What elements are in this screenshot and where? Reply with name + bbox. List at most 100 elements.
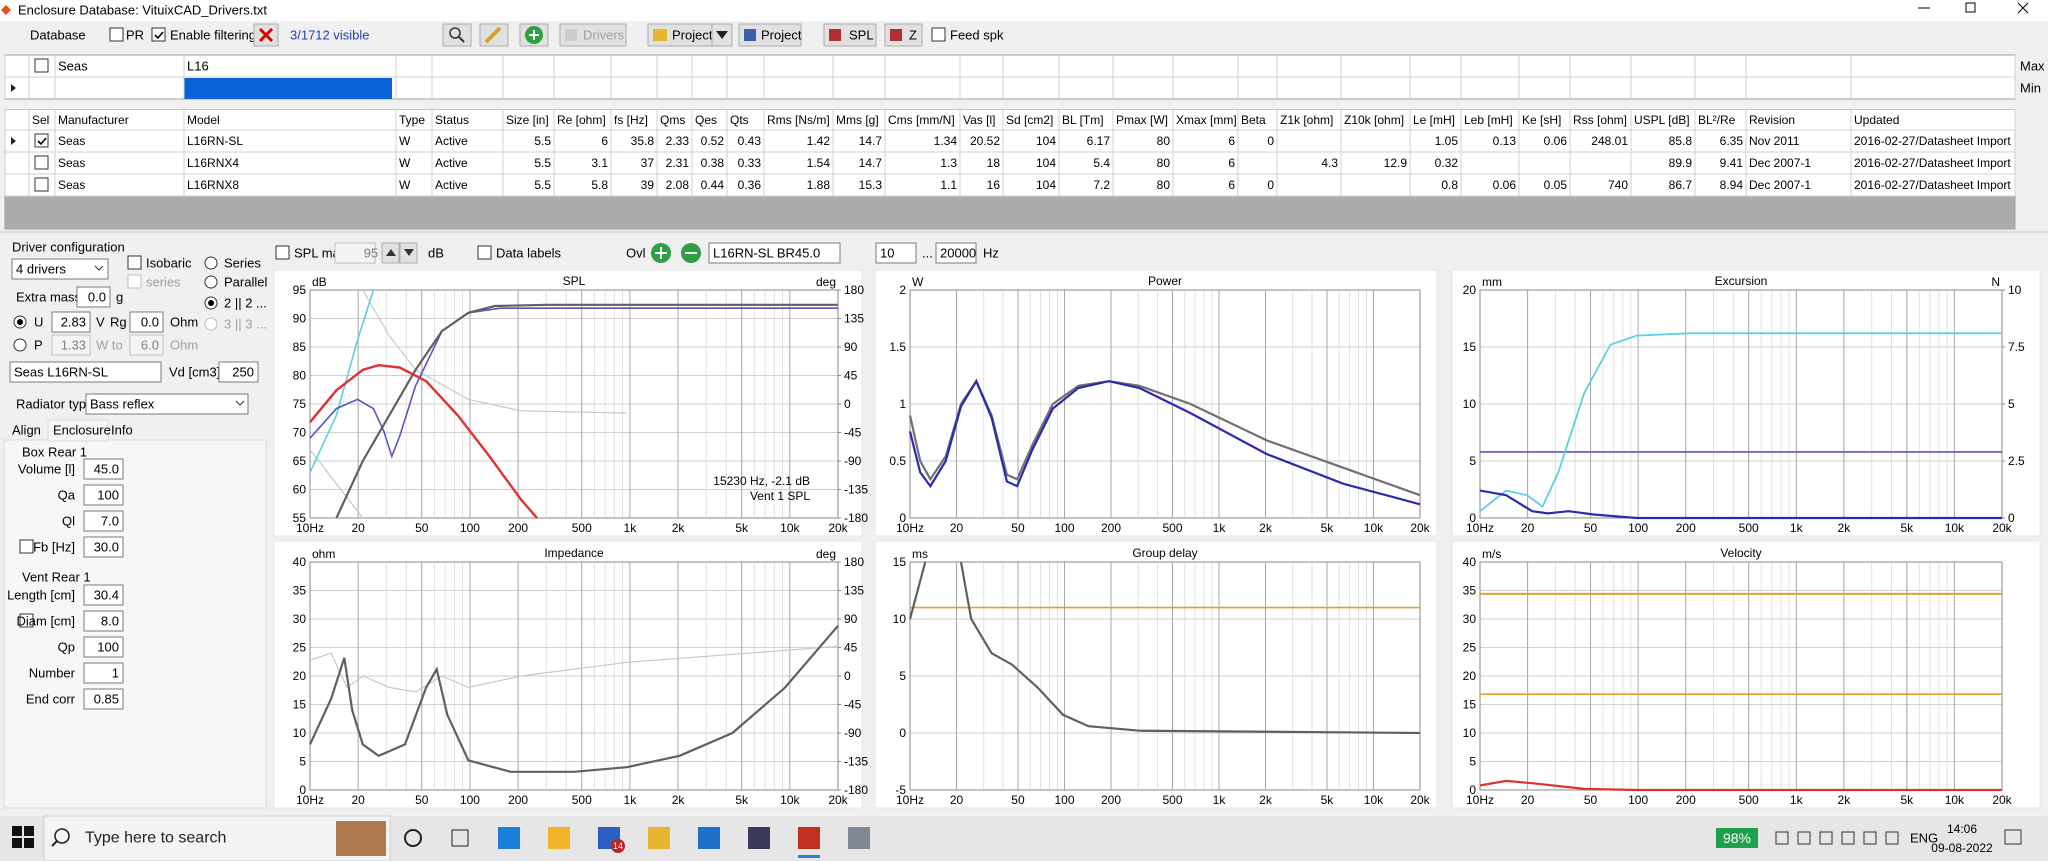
column-header[interactable]: Mms [g]: [836, 113, 879, 127]
input-box[interactable]: [83, 458, 124, 480]
input-value[interactable]: 30.4: [94, 588, 119, 603]
dropdown[interactable]: [11, 258, 109, 280]
input-box[interactable]: [83, 536, 124, 558]
input-box[interactable]: [51, 311, 91, 333]
column-header[interactable]: Qts: [730, 113, 749, 127]
tray-icon[interactable]: [1819, 831, 1833, 845]
input-box[interactable]: [83, 610, 124, 632]
cortana-icon[interactable]: [404, 829, 422, 847]
start-icon[interactable]: [24, 838, 34, 848]
column-header[interactable]: Sel: [32, 113, 49, 127]
column-header[interactable]: Le [mH]: [1413, 113, 1455, 127]
taskbar-app[interactable]: [748, 827, 770, 849]
column-header[interactable]: Revision: [1749, 113, 1795, 127]
input-box[interactable]: [875, 242, 917, 264]
checkbox[interactable]: [275, 245, 290, 260]
start-icon[interactable]: [24, 826, 34, 836]
button[interactable]: [442, 23, 472, 47]
checkbox[interactable]: [127, 274, 142, 289]
checkbox[interactable]: [931, 27, 946, 42]
input-box[interactable]: [83, 584, 124, 606]
filter-cell-selected[interactable]: [184, 78, 392, 99]
input-box[interactable]: [83, 688, 124, 710]
notification-icon[interactable]: [2004, 829, 2022, 845]
input-value[interactable]: 20000: [940, 246, 976, 261]
column-header[interactable]: Rms [Ns/m]: [767, 113, 830, 127]
tab[interactable]: Enclosure: [53, 423, 111, 438]
taskbar-app[interactable]: [798, 827, 820, 849]
table-row[interactable]: [5, 174, 2015, 196]
input-box[interactable]: [51, 334, 91, 356]
column-header[interactable]: Beta: [1241, 113, 1266, 127]
taskbar-app[interactable]: [648, 827, 670, 849]
input-box[interactable]: [9, 361, 162, 383]
input-value[interactable]: 1: [112, 666, 119, 681]
input-value[interactable]: 0.0: [141, 315, 159, 330]
checkbox[interactable]: [19, 613, 34, 628]
input-box[interactable]: [129, 334, 164, 356]
start-icon[interactable]: [12, 838, 22, 848]
input-value[interactable]: 10: [880, 246, 894, 261]
tab[interactable]: Align: [12, 423, 41, 438]
radio-button[interactable]: [204, 317, 218, 331]
checkbox[interactable]: [127, 255, 142, 270]
column-header[interactable]: Qms: [660, 113, 685, 127]
checkbox[interactable]: [34, 58, 49, 73]
taskbar-app[interactable]: [698, 827, 720, 849]
maximize-button[interactable]: [1965, 2, 1976, 13]
checkbox[interactable]: [34, 177, 49, 192]
taskbar-app[interactable]: [548, 827, 570, 849]
search-box[interactable]: [43, 815, 391, 861]
tray-icon[interactable]: [1885, 831, 1899, 845]
checkbox[interactable]: [34, 133, 49, 148]
input-value[interactable]: 2.83: [61, 315, 86, 330]
column-header[interactable]: fs [Hz]: [614, 113, 648, 127]
input-value[interactable]: 0.85: [94, 692, 119, 707]
checkbox[interactable]: [477, 245, 492, 260]
tray-icon[interactable]: [1841, 831, 1855, 845]
checkbox[interactable]: [151, 27, 166, 42]
input-box[interactable]: [83, 510, 124, 532]
input-box[interactable]: [334, 242, 376, 264]
input-box[interactable]: [83, 662, 124, 684]
tray-icon[interactable]: [1863, 831, 1877, 845]
input-value[interactable]: 250: [232, 365, 254, 380]
tab[interactable]: Info: [111, 423, 133, 438]
input-value[interactable]: 100: [97, 488, 119, 503]
battery-indicator[interactable]: [1716, 828, 1758, 848]
column-header[interactable]: Xmax [mm]: [1176, 113, 1237, 127]
input-box[interactable]: [83, 636, 124, 658]
column-header[interactable]: Updated: [1854, 113, 1899, 127]
column-header[interactable]: Re [ohm]: [557, 113, 606, 127]
column-header[interactable]: Rss [ohm]: [1573, 113, 1627, 127]
table-row[interactable]: [5, 152, 2015, 174]
column-header[interactable]: Size [in]: [506, 113, 549, 127]
input-value[interactable]: 30.0: [94, 540, 119, 555]
radio-button[interactable]: [13, 338, 27, 352]
input-value[interactable]: 0.0: [88, 290, 106, 305]
column-header[interactable]: BL²/Re: [1698, 113, 1736, 127]
column-header[interactable]: Pmax [W]: [1116, 113, 1168, 127]
input-value[interactable]: 6.0: [141, 338, 159, 353]
filter-value[interactable]: Seas: [58, 59, 88, 74]
radio-button[interactable]: [204, 275, 218, 289]
column-header[interactable]: Sd [cm2]: [1006, 113, 1053, 127]
input-value[interactable]: 8.0: [101, 614, 119, 629]
column-header[interactable]: Model: [187, 113, 220, 127]
column-header[interactable]: Cms [mm/N]: [888, 113, 955, 127]
checkbox[interactable]: [34, 155, 49, 170]
input-box[interactable]: [129, 311, 164, 333]
column-header[interactable]: Status: [435, 113, 469, 127]
column-header[interactable]: Ke [sH]: [1522, 113, 1561, 127]
tab-selected[interactable]: [47, 419, 109, 442]
table-row[interactable]: [5, 130, 2015, 152]
tray-icon[interactable]: [1775, 831, 1789, 845]
column-header[interactable]: BL [Tm]: [1062, 113, 1104, 127]
start-icon[interactable]: [12, 826, 22, 836]
column-header[interactable]: Z1k [ohm]: [1280, 113, 1333, 127]
checkbox[interactable]: [19, 539, 34, 554]
input-box[interactable]: [708, 242, 841, 264]
checkbox[interactable]: [109, 27, 124, 42]
column-header[interactable]: Leb [mH]: [1464, 113, 1513, 127]
input-value[interactable]: Seas L16RN-SL: [14, 365, 108, 380]
